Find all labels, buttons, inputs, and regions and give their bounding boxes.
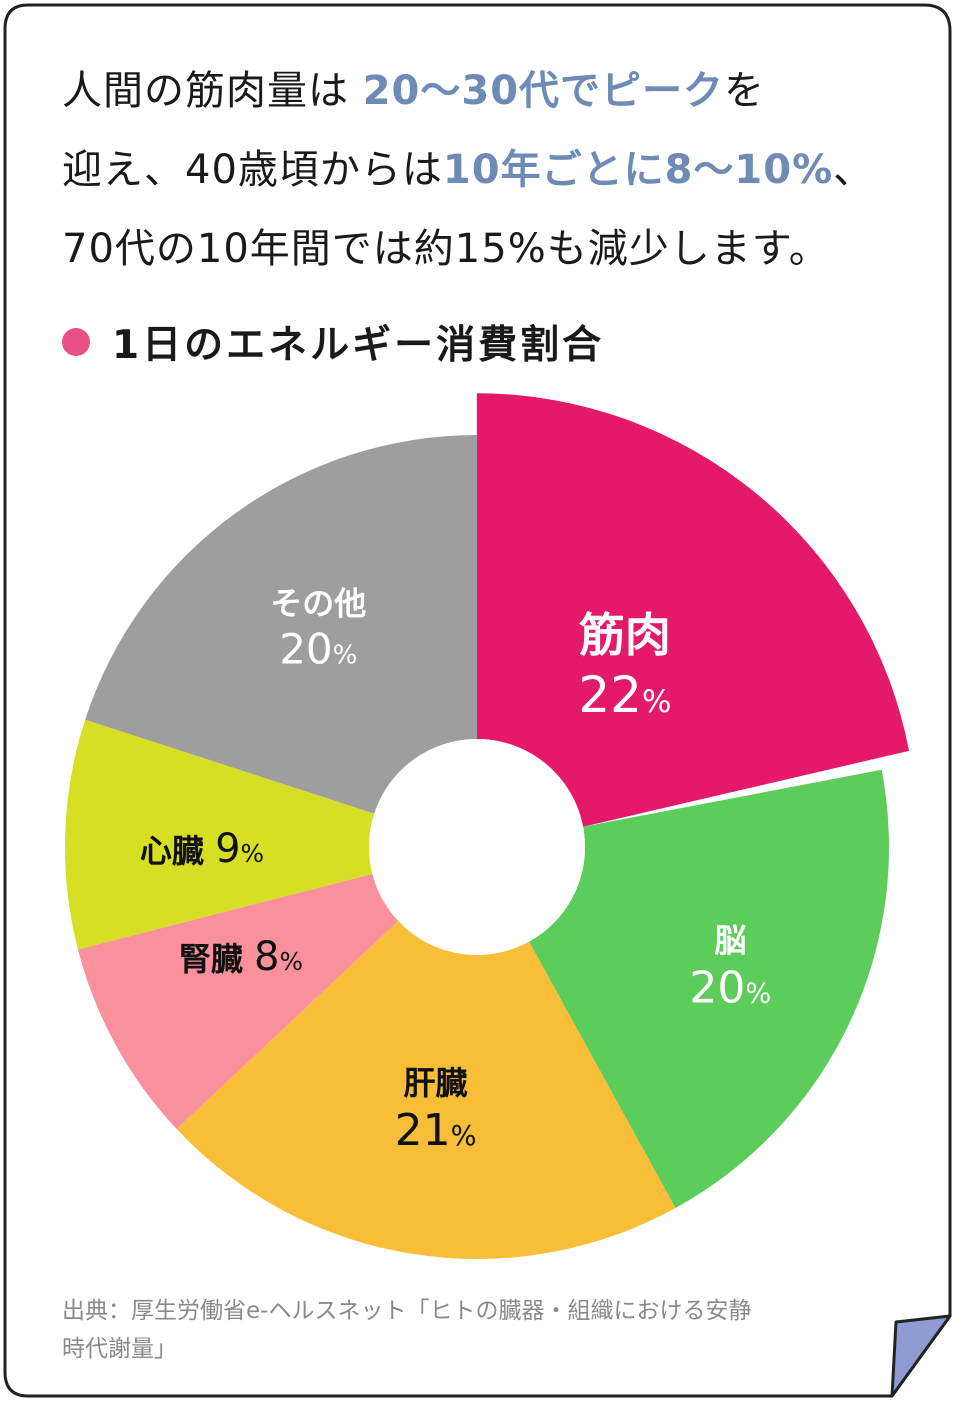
intro-line-1-tail: を — [724, 68, 766, 114]
intro-line-3: 70代の10年間では約15%も減少します。 — [62, 226, 830, 272]
intro-highlight-decline: 10年ごとに8〜10% — [442, 147, 834, 193]
slice-name-label: 肝臓 — [404, 1064, 468, 1102]
slice-name-label: 筋肉 — [579, 608, 671, 662]
intro-highlight-peak: 20〜30代でピーク — [362, 68, 725, 114]
page-curl-icon — [890, 1314, 952, 1398]
slice-value-label: 20% — [279, 625, 357, 674]
slice-name-label: その他 — [270, 585, 366, 623]
intro-line-1-text: 人間の筋肉量は — [62, 68, 349, 114]
donut-hole — [369, 739, 585, 955]
slice-label: 腎臓 8% — [179, 934, 303, 980]
slice-value-label: 21% — [395, 1105, 477, 1156]
intro-line-2-text: 迎え、40歳頃からは — [62, 147, 443, 193]
slice-value-label: 20% — [689, 963, 771, 1014]
chart-title-text: 1日のエネルギー消費割合 — [112, 323, 605, 368]
intro-line-1: 人間の筋肉量は 20〜30代でピークを — [62, 52, 912, 131]
pie-slice — [65, 719, 375, 950]
slice-name-label: 脳 — [714, 922, 746, 960]
pie-slice — [529, 769, 889, 1209]
intro-line-2-tail: 、 — [833, 147, 875, 193]
pie-slice — [77, 873, 399, 1130]
intro-text: 人間の筋肉量は 20〜30代でピークを 迎え、40歳頃からは10年ごとに8〜10… — [62, 52, 912, 289]
slice-label: 心臓 9% — [140, 826, 264, 872]
pie-slice — [476, 393, 910, 827]
source-line-1: 出典：厚生労働省e-ヘルスネット「ヒトの臓器・組織における安静 — [62, 1298, 752, 1324]
intro-line-2: 迎え、40歳頃からは10年ごとに8〜10%、 — [62, 131, 912, 210]
bullet-dot-icon — [62, 328, 90, 356]
pie-slice — [176, 920, 676, 1260]
slice-value-label: 22% — [578, 666, 671, 724]
source-line-2: 時代謝量」 — [62, 1336, 177, 1362]
chart-title: 1日のエネルギー消費割合 — [62, 312, 604, 372]
source-note: 出典：厚生労働省e-ヘルスネット「ヒトの臓器・組織における安静 時代謝量」 — [62, 1292, 892, 1368]
pie-slice — [85, 435, 477, 814]
